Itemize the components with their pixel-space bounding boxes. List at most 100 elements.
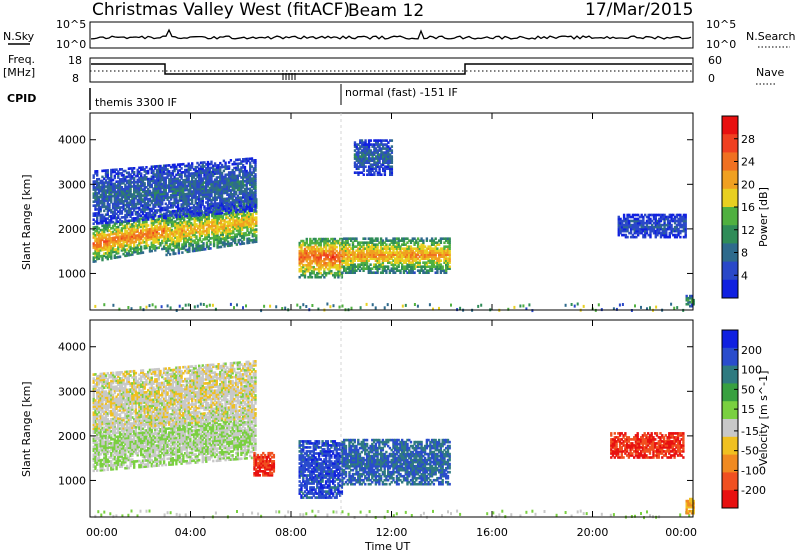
heatmap-cell <box>185 206 189 210</box>
heatmap-cell <box>138 247 141 251</box>
heatmap-cell <box>120 249 124 252</box>
heatmap-cell <box>430 251 434 255</box>
heatmap-cell <box>166 198 169 201</box>
heatmap-cell <box>227 183 231 186</box>
heatmap-cell <box>219 169 222 173</box>
heatmap-cell <box>445 249 448 253</box>
heatmap-cell <box>240 162 243 165</box>
heatmap-cell <box>383 171 387 175</box>
heatmap-cell <box>357 253 360 257</box>
heatmap-cell <box>312 249 315 253</box>
heatmap-cell <box>117 186 120 189</box>
heatmap-cell <box>302 251 305 255</box>
heatmap-cell <box>176 177 180 181</box>
heatmap-cell <box>303 253 307 257</box>
heatmap-cell <box>394 239 397 243</box>
heatmap-cell <box>170 248 174 252</box>
heatmap-cell <box>226 185 229 189</box>
heatmap-cell <box>205 213 208 216</box>
heatmap-cell <box>360 139 364 142</box>
heatmap-cell <box>194 171 197 175</box>
heatmap-cell <box>162 176 166 180</box>
heatmap-cell <box>141 194 145 197</box>
heatmap-cell <box>179 217 182 221</box>
heatmap-cell <box>182 199 185 202</box>
heatmap-cell <box>150 195 153 199</box>
nave-tick-bottom: 0 <box>708 72 715 85</box>
heatmap-cell <box>359 141 362 144</box>
heatmap-cell <box>148 199 152 203</box>
heatmap-cell <box>234 227 237 231</box>
heatmap-cell <box>326 261 330 265</box>
heatmap-cell <box>401 263 404 267</box>
heatmap-cell <box>211 236 214 240</box>
heatmap-cell <box>103 187 106 191</box>
heatmap-cell <box>170 242 174 246</box>
heatmap-cell <box>113 208 116 212</box>
heatmap-cell <box>309 259 312 263</box>
heatmap-cell <box>392 267 395 271</box>
heatmap-cell <box>190 242 193 245</box>
heatmap-cell <box>207 245 210 249</box>
heatmap-cell <box>162 198 166 202</box>
heatmap-cell <box>99 239 102 242</box>
heatmap-cell <box>212 224 216 228</box>
heatmap-cell <box>249 189 252 193</box>
heatmap-cell <box>436 257 439 261</box>
heatmap-cell <box>101 221 104 225</box>
heatmap-cell <box>168 239 172 242</box>
heatmap-cell <box>191 190 194 193</box>
heatmap-cell <box>383 143 387 146</box>
heatmap-cell <box>343 241 346 245</box>
heatmap-cell <box>104 244 108 247</box>
heatmap-cell <box>216 222 219 225</box>
heatmap-cell <box>360 241 363 245</box>
heatmap-cell <box>411 251 414 255</box>
heatmap-cell <box>362 237 365 241</box>
heatmap-cell <box>152 165 155 169</box>
heatmap-cell <box>240 166 243 169</box>
heatmap-cell <box>250 189 254 193</box>
heatmap-cell <box>184 184 187 188</box>
heatmap-cell <box>125 230 129 233</box>
heatmap-cell <box>110 249 113 252</box>
heatmap-cell <box>191 243 195 247</box>
heatmap-cell <box>227 161 231 164</box>
heatmap-cell <box>339 237 342 241</box>
heatmap-cell <box>335 271 338 275</box>
heatmap-cell <box>346 237 349 241</box>
heatmap-cell <box>371 241 374 245</box>
heatmap-cell <box>432 243 436 247</box>
heatmap-cell <box>357 257 360 261</box>
heatmap-cell <box>231 195 234 198</box>
heatmap-cell <box>219 217 223 221</box>
heatmap-cell <box>129 237 132 241</box>
freq-strip: Freq. [MHz] 18 8 60 0 Nave <box>3 53 784 85</box>
heatmap-cell <box>157 220 160 223</box>
heatmap-cell <box>191 231 195 235</box>
heatmap-cell <box>99 209 102 213</box>
heatmap-cell <box>223 243 226 246</box>
heatmap-cell <box>353 267 356 271</box>
heatmap-cell <box>104 193 108 196</box>
heatmap-cell <box>136 198 139 202</box>
heatmap-cell <box>310 259 314 263</box>
heatmap-cell <box>187 196 190 200</box>
heatmap-cell <box>255 224 258 227</box>
heatmap-cell <box>143 218 146 221</box>
heatmap-cell <box>621 233 624 237</box>
heatmap-cell <box>617 219 620 223</box>
heatmap-cell <box>626 217 629 221</box>
heatmap-cell <box>191 164 194 167</box>
heatmap-cell <box>138 241 141 245</box>
heatmap-cell <box>108 233 111 236</box>
heatmap-cell <box>199 171 203 175</box>
heatmap-cell <box>303 257 307 261</box>
heatmap-cell <box>134 188 138 192</box>
heatmap-cell <box>174 226 177 229</box>
heatmap-cell <box>371 271 374 275</box>
heatmap-cell <box>443 253 446 257</box>
heatmap-cell <box>353 253 356 257</box>
heatmap-cell <box>429 261 432 265</box>
heatmap-cell <box>213 198 217 202</box>
